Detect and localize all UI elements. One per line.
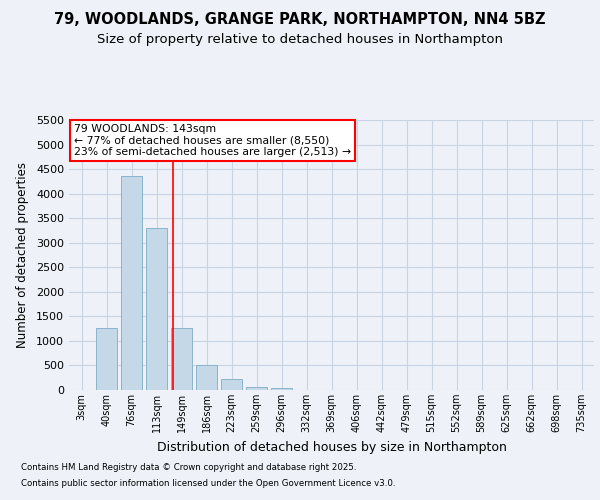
Text: Contains HM Land Registry data © Crown copyright and database right 2025.: Contains HM Land Registry data © Crown c… <box>21 464 356 472</box>
Bar <box>171 328 192 390</box>
Bar <box>221 380 242 390</box>
Bar <box>121 176 142 390</box>
Text: 79 WOODLANDS: 143sqm
← 77% of detached houses are smaller (8,550)
23% of semi-de: 79 WOODLANDS: 143sqm ← 77% of detached h… <box>74 124 352 157</box>
Bar <box>146 228 167 390</box>
Text: 79, WOODLANDS, GRANGE PARK, NORTHAMPTON, NN4 5BZ: 79, WOODLANDS, GRANGE PARK, NORTHAMPTON,… <box>54 12 546 28</box>
Text: Size of property relative to detached houses in Northampton: Size of property relative to detached ho… <box>97 32 503 46</box>
X-axis label: Distribution of detached houses by size in Northampton: Distribution of detached houses by size … <box>157 440 506 454</box>
Bar <box>96 328 117 390</box>
Text: Contains public sector information licensed under the Open Government Licence v3: Contains public sector information licen… <box>21 478 395 488</box>
Y-axis label: Number of detached properties: Number of detached properties <box>16 162 29 348</box>
Bar <box>271 388 292 390</box>
Bar <box>196 366 217 390</box>
Bar <box>246 386 267 390</box>
